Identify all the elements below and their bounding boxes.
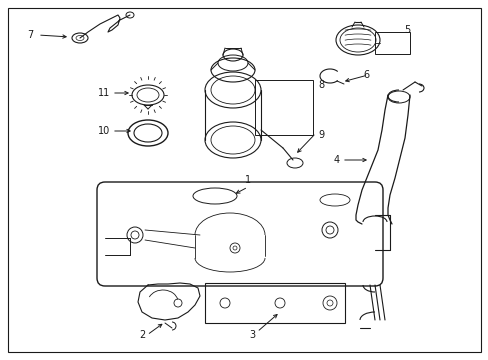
- Text: 1: 1: [244, 175, 250, 185]
- Text: 8: 8: [317, 80, 324, 90]
- Text: 11: 11: [98, 88, 110, 98]
- Text: 9: 9: [317, 130, 324, 140]
- Text: 2: 2: [139, 330, 145, 340]
- Text: 5: 5: [403, 25, 409, 35]
- Bar: [254, 80, 312, 135]
- Text: 10: 10: [98, 126, 110, 136]
- Text: 6: 6: [363, 70, 369, 80]
- Text: 4: 4: [333, 155, 339, 165]
- Bar: [374, 32, 409, 54]
- Bar: [204, 283, 345, 323]
- Text: 7: 7: [27, 30, 33, 40]
- Text: 3: 3: [248, 330, 254, 340]
